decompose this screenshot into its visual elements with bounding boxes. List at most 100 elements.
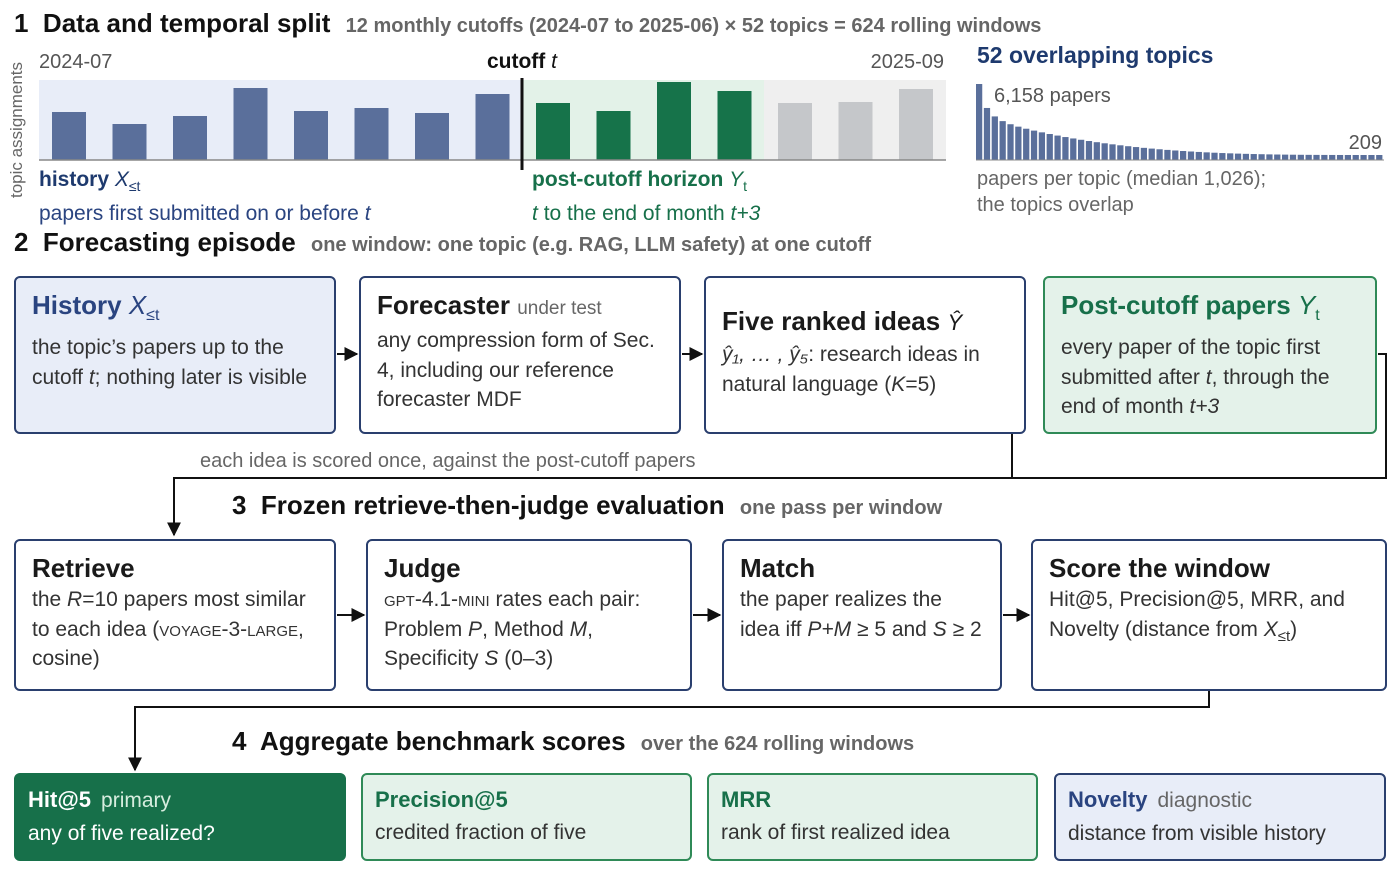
history-box-var: X [129, 290, 146, 320]
retrieve-model: voyage-3-large [159, 618, 298, 641]
topic-bar [1117, 145, 1123, 160]
forecaster-title: Forecaster [377, 290, 510, 320]
horizon-bar [657, 82, 691, 160]
horizon-var: Y [729, 168, 743, 191]
history-legend: history X≤t papers first submitted on or… [39, 166, 371, 227]
topic-bar [1125, 146, 1131, 160]
topic-bar [1047, 134, 1053, 160]
history-bar [173, 116, 207, 160]
score-window-title: Score the window [1049, 553, 1371, 583]
history-bar [355, 108, 389, 160]
topic-bar [1000, 121, 1006, 160]
topic-bar [1015, 127, 1021, 160]
metric-name: Precision@5 [375, 787, 508, 812]
score-window-description: Hit@5, Precision@5, MRR, and Novelty (di… [1049, 588, 1345, 641]
topic-min-label: 209 [1349, 132, 1382, 154]
post-box-var: Y [1298, 290, 1315, 320]
history-bar [476, 94, 510, 160]
section-title: Frozen retrieve-then-judge evaluation [261, 490, 725, 520]
score-window-close: ) [1290, 618, 1297, 641]
topic-bar [1078, 140, 1084, 160]
metric-description: credited fraction of five [375, 819, 678, 847]
topic-max-label: 6,158 papers [994, 85, 1111, 107]
metric-description: distance from visible history [1068, 820, 1372, 848]
metric-tag: diagnostic [1157, 789, 1252, 812]
metric-novelty: Novelty diagnostic distance from visible … [1054, 773, 1386, 861]
ideas-title: Five ranked ideas [722, 306, 940, 336]
horizon-bar [536, 103, 570, 160]
forecaster-box: Forecaster under test any compression fo… [359, 276, 681, 434]
section-title: Aggregate benchmark scores [260, 726, 626, 756]
history-region [39, 80, 522, 160]
topic-bar [1321, 155, 1327, 160]
section-title: Forecasting episode [43, 227, 296, 257]
topic-bar [992, 116, 998, 160]
y-axis-label: topic assignments [7, 62, 26, 198]
end-date-label: 2025-09 [871, 51, 944, 73]
section-2-heading: 2 Forecasting episode one window: one to… [14, 227, 871, 258]
judge-m-var: M [570, 618, 588, 641]
history-box-sub: ≤t [146, 307, 159, 324]
section-subtitle: one pass per window [740, 497, 942, 519]
topic-bar [1039, 132, 1045, 160]
topic-bar [1376, 155, 1382, 160]
post-cutoff-box: Post-cutoff papers Yt every paper of the… [1043, 276, 1377, 434]
section-title: Data and temporal split [43, 8, 331, 38]
post-box-title: Post-cutoff papers [1061, 290, 1291, 320]
ideas-var: Ŷ [947, 310, 962, 335]
topic-bar [1094, 142, 1100, 160]
topic-bar [1102, 143, 1108, 160]
topic-bar [1258, 154, 1264, 160]
topic-bar [1306, 155, 1312, 160]
topics-title: 52 overlapping topics [977, 42, 1213, 69]
history-label: history [39, 168, 109, 191]
section-subtitle: over the 624 rolling windows [641, 733, 914, 755]
history-box: History X≤t the topic’s papers up to the… [14, 276, 336, 434]
topic-bar [1266, 154, 1272, 160]
post-box-sub: t [1315, 307, 1319, 324]
topic-bar [1086, 141, 1092, 160]
judge-p-var: P [468, 618, 482, 641]
judge-s-var: S [484, 647, 498, 670]
horizon-bar [718, 91, 752, 160]
ideas-box: Five ranked ideas Ŷ ŷ₁, … , ŷ₅: research… [704, 276, 1026, 434]
history-bar [294, 111, 328, 160]
future-bar [778, 103, 812, 160]
retrieve-box: Retrieve the R=10 papers most similar to… [14, 539, 336, 691]
future-bar [899, 89, 933, 160]
retrieve-r-var: R [67, 588, 82, 611]
topic-bar [1219, 153, 1225, 160]
score-window-sub: ≤t [1278, 628, 1290, 645]
section-4-heading: 4 Aggregate benchmark scores over the 62… [232, 726, 914, 757]
horizon-bar [597, 111, 631, 160]
topic-bar [1235, 154, 1241, 160]
topic-bar [1227, 153, 1233, 160]
judge-desc-d: (0–3) [504, 647, 553, 670]
history-description-var: t [365, 202, 371, 225]
forecaster-tag: under test [517, 298, 602, 319]
history-bar [113, 124, 147, 160]
topic-bar [1298, 155, 1304, 160]
topic-bar [1360, 155, 1366, 160]
match-condition-1: P+M [807, 618, 851, 641]
topic-bar [1204, 152, 1210, 160]
metric-description: any of five realized? [28, 820, 332, 848]
topic-bar [984, 108, 990, 160]
judge-title: Judge [384, 553, 676, 583]
topic-bar [976, 84, 982, 160]
topic-bar [1337, 155, 1343, 160]
history-bar [52, 112, 86, 160]
match-condition-2: S [933, 618, 947, 641]
metric-name: MRR [721, 787, 771, 812]
history-var: X [115, 168, 129, 191]
score-window-var: X [1264, 618, 1278, 641]
ideas-list-var: ŷ₁, … , ŷ₅ [722, 343, 808, 366]
judge-box: Judge gpt-4.1-mini rates each pair: Prob… [366, 539, 692, 691]
section-3-heading: 3 Frozen retrieve-then-judge evaluation … [232, 490, 942, 521]
topic-bar [1243, 154, 1249, 160]
retrieve-desc-a: the [32, 588, 61, 611]
topic-bar [1109, 144, 1115, 160]
metric-tag: primary [101, 789, 171, 812]
match-box: Match the paper realizes the idea iff P+… [722, 539, 1002, 691]
retrieve-title: Retrieve [32, 553, 320, 583]
